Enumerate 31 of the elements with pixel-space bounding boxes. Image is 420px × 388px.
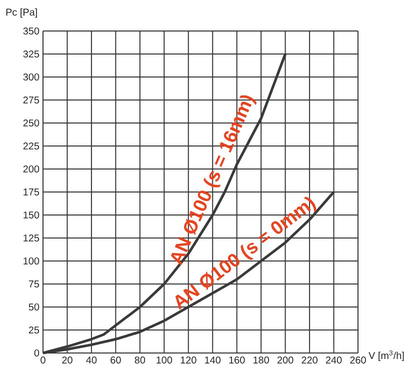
y-tick-label: 175 (24, 188, 40, 196)
y-tick-label: 225 (23, 142, 40, 150)
x-tick-label: 20 (62, 356, 72, 364)
y-tick-label: 0 (34, 349, 40, 357)
x-tick-label: 60 (110, 356, 121, 364)
x-tick-label: 120 (180, 356, 196, 364)
x-tick-label: 220 (302, 356, 318, 364)
x-tick-label: 140 (205, 356, 221, 364)
y-tick-label: 300 (23, 73, 40, 81)
y-tick-label: 325 (23, 50, 40, 58)
x-tick-label: 260 (350, 356, 366, 364)
x-tick-label: 160 (229, 356, 245, 364)
y-tick-label: 100 (24, 257, 40, 265)
y-tick-label: 25 (28, 326, 40, 334)
x-tick-label: 240 (326, 356, 342, 364)
y-tick-label: 50 (28, 303, 40, 311)
y-tick-label: 350 (23, 27, 40, 35)
y-tick-label: 150 (24, 211, 40, 219)
y-tick-label: 275 (23, 96, 40, 104)
x-tick-label: 40 (86, 356, 97, 364)
y-tick-label: 75 (28, 280, 40, 288)
x-tick-label: 100 (156, 356, 172, 364)
y-axis-title: Pc [Pa] (6, 8, 37, 18)
y-tick-label: 125 (24, 234, 40, 242)
x-tick-label: 200 (278, 356, 294, 364)
y-tick-label: 250 (23, 119, 40, 127)
x-tick-label: 80 (134, 356, 146, 364)
x-tick-label: 0 (40, 356, 46, 364)
y-tick-label: 200 (23, 165, 40, 173)
x-axis-title: V [m$^{3}$/h] (368, 350, 404, 362)
x-tick-label: 180 (254, 356, 270, 364)
